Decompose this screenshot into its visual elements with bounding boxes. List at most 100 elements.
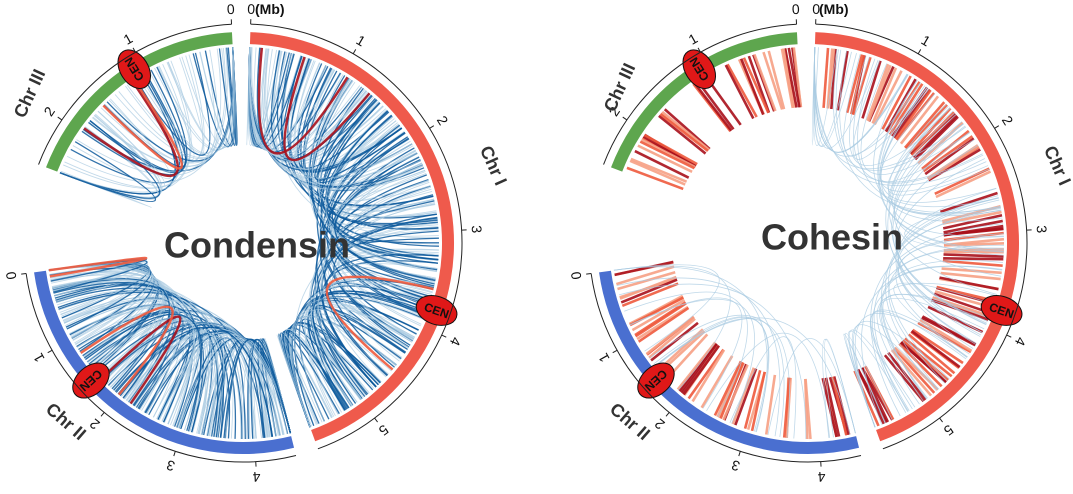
contact-link	[69, 304, 280, 436]
contact-link	[753, 54, 777, 112]
tick-label: 3	[729, 457, 742, 475]
contact-link	[296, 62, 424, 190]
tick-label: 0	[247, 1, 256, 17]
contact-link	[634, 149, 690, 179]
tick-label: 1	[354, 32, 369, 50]
contact-link	[939, 276, 999, 291]
contact-link	[334, 156, 436, 282]
tick-mark	[173, 451, 176, 457]
contact-link	[637, 144, 693, 174]
condensin-title: Condensin	[164, 225, 350, 266]
contact-link	[893, 282, 995, 358]
contact-link	[332, 263, 438, 348]
contact-link	[894, 145, 987, 325]
contact-link	[830, 48, 837, 110]
contact-link	[845, 54, 864, 114]
contact-link	[832, 376, 851, 435]
tick-label: 0	[812, 1, 821, 17]
contact-link	[659, 113, 709, 152]
contact-link	[311, 79, 429, 307]
contact-link	[325, 254, 439, 377]
contact-link	[139, 332, 244, 440]
contact-link	[328, 127, 431, 302]
contact-link	[249, 47, 367, 158]
contact-link	[891, 112, 1004, 237]
contact-link	[339, 198, 438, 272]
cohesin-contact-links	[613, 47, 1005, 440]
centromere-ellipse	[682, 49, 717, 90]
contact-link	[72, 110, 166, 188]
centromere-ellipse	[72, 362, 110, 399]
contact-link	[895, 188, 997, 349]
contact-link	[792, 47, 803, 108]
contact-link	[101, 321, 291, 434]
tick-label: 2	[999, 113, 1017, 128]
tick-label: 3	[469, 225, 485, 234]
contact-link	[922, 135, 974, 173]
contact-link	[767, 50, 786, 110]
tick-label: 1	[919, 32, 934, 50]
contact-link	[55, 278, 154, 337]
tick-mark	[994, 125, 1000, 129]
contact-link	[904, 337, 953, 378]
contact-link	[613, 265, 731, 391]
contact-link	[888, 83, 924, 136]
contact-link	[318, 101, 413, 186]
contact-link	[764, 374, 777, 435]
tick-label: 1	[121, 30, 136, 48]
contact-link	[618, 283, 807, 439]
tick-label: 2	[651, 415, 667, 432]
tick-label: 2	[40, 103, 58, 119]
contact-link	[888, 107, 998, 295]
contact-link	[719, 362, 745, 419]
contact-link	[95, 320, 224, 438]
contact-link	[811, 47, 819, 146]
chr-i-band	[249, 32, 454, 442]
contact-link	[871, 67, 898, 124]
contact-link	[693, 82, 733, 132]
contact-link	[696, 80, 735, 131]
chr-i-label: Chr I	[476, 143, 511, 189]
contact-link	[853, 320, 950, 428]
cohesin-title: Cohesin	[761, 217, 903, 258]
contact-link	[899, 95, 940, 145]
contact-link	[630, 157, 688, 183]
contact-link	[907, 333, 956, 375]
contact-link	[873, 244, 1004, 412]
tick-label: 0	[2, 270, 19, 280]
tick-label: 0	[226, 1, 235, 17]
centromere-marker: CEN	[415, 295, 458, 326]
contact-link	[321, 97, 439, 257]
contact-link	[867, 64, 892, 122]
centromere-marker: CEN	[72, 362, 110, 399]
contact-link	[743, 369, 762, 429]
centromere-marker: CEN	[682, 49, 717, 90]
chr-i-axis	[815, 23, 1028, 450]
contact-link	[895, 92, 936, 141]
contact-link	[767, 338, 856, 435]
contact-link	[321, 179, 429, 383]
tick-mark	[665, 412, 670, 417]
contact-link	[888, 247, 1004, 384]
contact-link	[324, 185, 431, 376]
contact-link	[649, 314, 785, 438]
contact-link	[814, 47, 928, 157]
contact-link	[325, 275, 434, 371]
contact-link	[913, 114, 958, 159]
contact-link	[839, 50, 983, 183]
contact-link	[787, 47, 801, 108]
tick-mark	[374, 417, 378, 423]
contact-link	[847, 330, 909, 428]
contact-link	[943, 227, 1004, 236]
contact-link	[64, 70, 182, 189]
contact-link	[83, 80, 180, 178]
contact-link	[691, 349, 726, 403]
contact-link	[291, 296, 424, 428]
contact-link	[887, 114, 982, 336]
contact-link	[663, 108, 711, 150]
tick-mark	[21, 272, 27, 275]
contact-link	[221, 47, 237, 146]
contact-link	[891, 125, 988, 324]
contact-link	[70, 74, 180, 184]
